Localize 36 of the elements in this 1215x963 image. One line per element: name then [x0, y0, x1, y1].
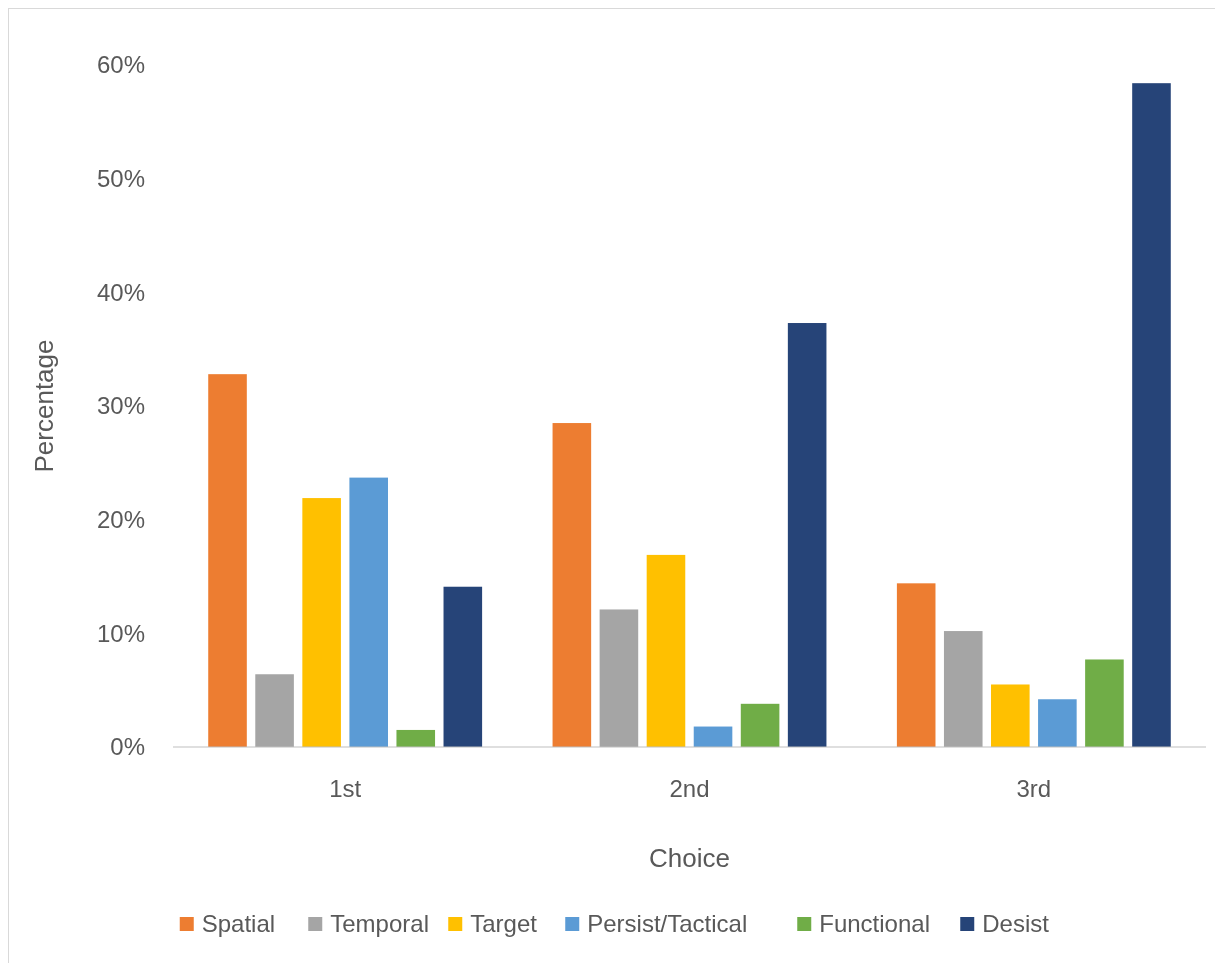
bar: [896, 583, 936, 747]
bar: [552, 423, 592, 747]
bar: [943, 631, 983, 747]
bar: [599, 609, 639, 747]
bar: [1085, 659, 1124, 747]
y-tick-label: 60%: [96, 51, 145, 79]
y-tick-label: 0%: [110, 733, 145, 761]
bar: [646, 554, 686, 747]
legend-label: Temporal: [330, 910, 429, 938]
x-axis-title: Choice: [649, 843, 730, 873]
bar: [991, 684, 1030, 747]
bar: [208, 374, 247, 747]
x-tick-label: 2nd: [669, 775, 710, 802]
y-axis-title: Percentage: [29, 339, 59, 473]
y-tick-label: 40%: [96, 278, 145, 306]
bar: [443, 586, 483, 747]
legend-label: Persist/Tactical: [587, 910, 748, 938]
bar: [787, 323, 827, 747]
bar: [255, 674, 294, 747]
y-tick-label: 50%: [96, 165, 145, 193]
bar: [693, 726, 733, 747]
legend-label: Target: [470, 910, 538, 938]
y-tick-label: 20%: [96, 506, 145, 534]
bar: [740, 703, 780, 747]
bar: [1132, 83, 1171, 747]
x-tick-label: 3rd: [1016, 775, 1052, 802]
legend-label: Spatial: [201, 910, 276, 938]
y-tick-label: 30%: [96, 392, 145, 420]
x-tick-label: 1st: [329, 775, 362, 802]
legend-label: Desist: [982, 910, 1050, 938]
bar: [349, 477, 388, 747]
legend-label: Functional: [819, 910, 930, 938]
bar: [1038, 699, 1077, 747]
y-tick-label: 10%: [96, 619, 145, 647]
bar: [302, 498, 341, 747]
bar: [396, 729, 436, 747]
